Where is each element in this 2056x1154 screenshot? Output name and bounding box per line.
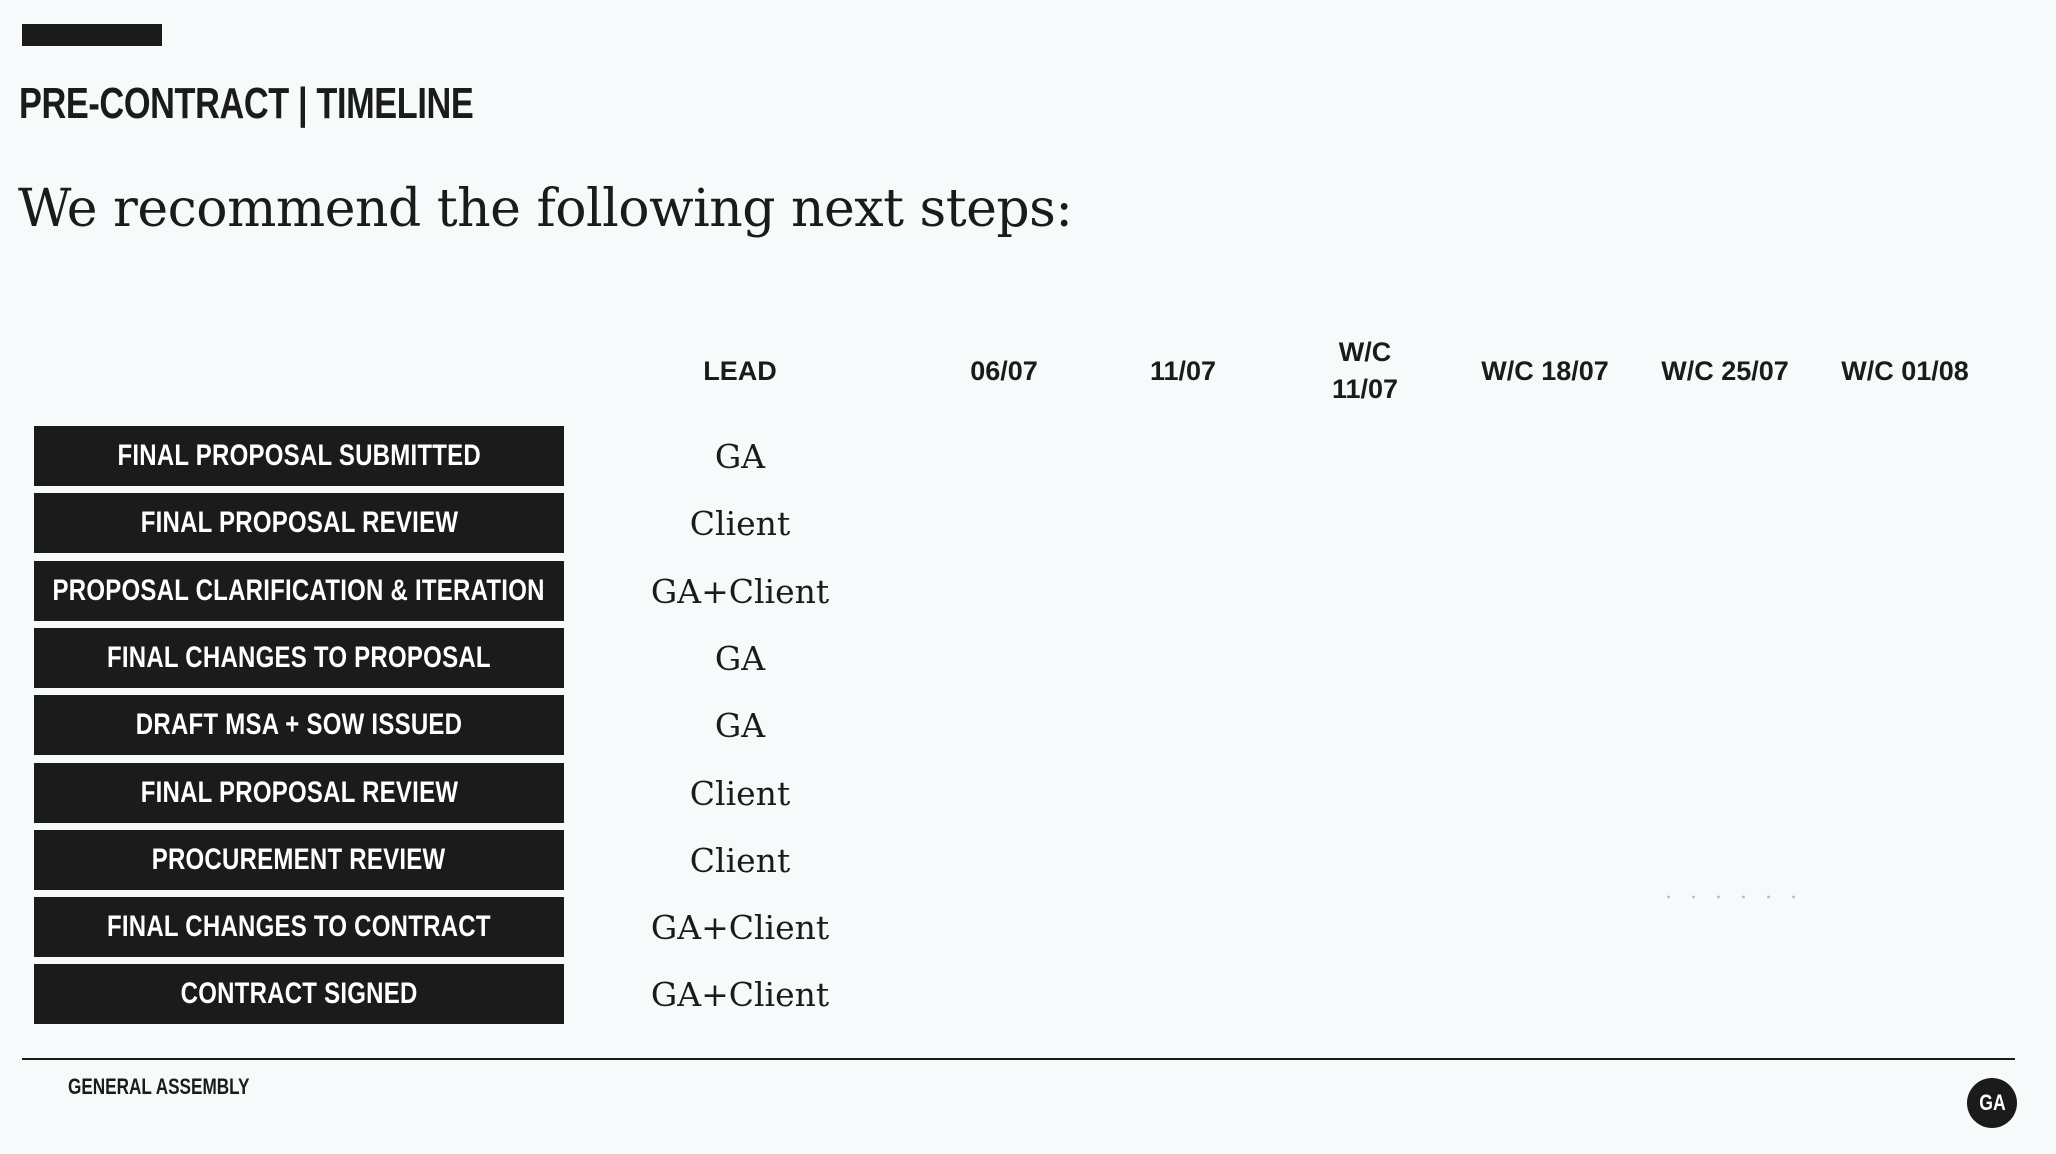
column-header-date: 06/07 xyxy=(970,356,1038,386)
header-accent-bar xyxy=(22,24,162,46)
lead-cell: GA xyxy=(714,436,766,476)
column-header-week: W/C 18/07 xyxy=(1481,356,1609,386)
task-label: PROPOSAL CLARIFICATION & ITERATION xyxy=(34,561,564,621)
task-label: FINAL PROPOSAL REVIEW xyxy=(34,763,564,823)
column-header-date: 11/07 xyxy=(1149,356,1217,386)
slide-headline: We recommend the following next steps: xyxy=(18,179,1073,239)
lead-cell: GA+Client xyxy=(650,571,830,611)
section-title: PRE-CONTRACT | TIMELINE xyxy=(19,79,474,128)
task-label: CONTRACT SIGNED xyxy=(34,964,564,1024)
task-label: DRAFT MSA + SOW ISSUED xyxy=(34,695,564,755)
lead-cell: Client xyxy=(689,503,791,543)
task-label: FINAL CHANGES TO CONTRACT xyxy=(34,897,564,957)
timeline-dotted-marker xyxy=(1656,895,1806,899)
task-label: PROCUREMENT REVIEW xyxy=(34,830,564,890)
lead-cell: GA+Client xyxy=(650,907,830,947)
task-label: FINAL PROPOSAL REVIEW xyxy=(34,493,564,553)
task-label: FINAL PROPOSAL SUBMITTED xyxy=(34,426,564,486)
lead-cell: Client xyxy=(689,773,791,813)
task-label: FINAL CHANGES TO PROPOSAL xyxy=(34,628,564,688)
column-header-week: W/C 25/07 xyxy=(1661,356,1789,386)
footer-divider xyxy=(22,1058,2015,1060)
footer-brand: GENERAL ASSEMBLY xyxy=(68,1074,250,1099)
column-header-lead: LEAD xyxy=(703,356,777,386)
column-header-week: W/C 01/08 xyxy=(1841,356,1969,386)
column-header-week: W/C 11/07 xyxy=(1331,337,1399,404)
lead-cell: GA xyxy=(714,705,766,745)
lead-cell: Client xyxy=(689,840,791,880)
lead-cell: GA+Client xyxy=(650,974,830,1014)
lead-cell: GA xyxy=(714,638,766,678)
ga-logo-icon: GA xyxy=(1967,1078,2017,1128)
